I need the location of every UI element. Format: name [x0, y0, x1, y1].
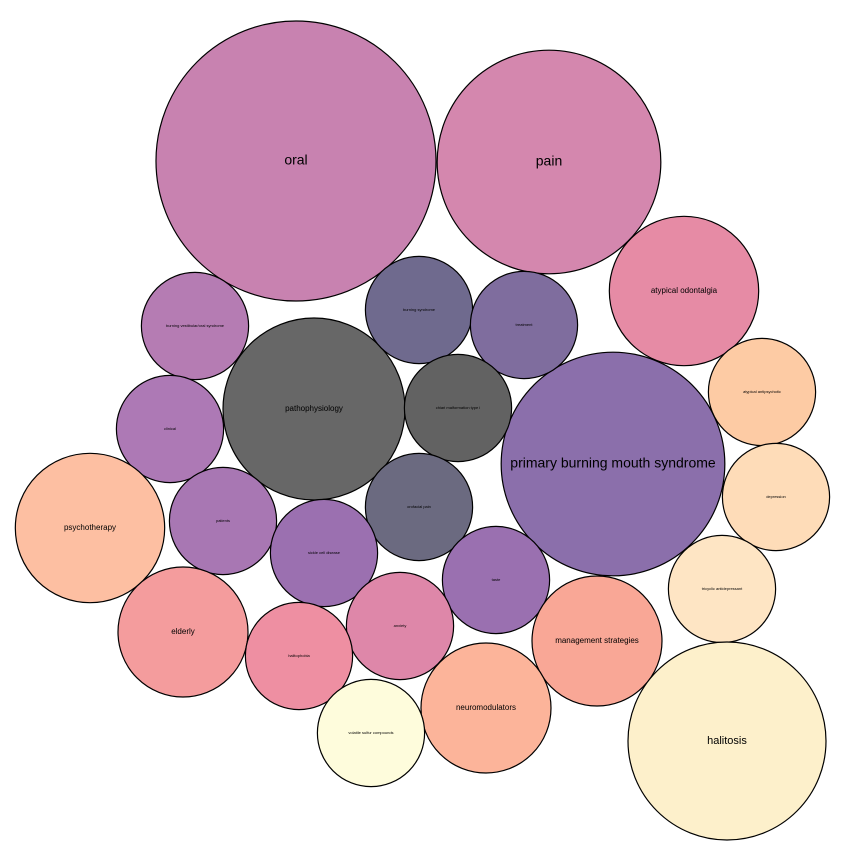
bubble-label: elderly	[171, 627, 195, 636]
bubble-label: pain	[536, 153, 562, 169]
bubble	[721, 442, 831, 552]
bubble	[316, 678, 426, 788]
bubble-label: taste	[492, 577, 501, 582]
bubble	[531, 575, 663, 707]
bubble-label: burning syndrome	[403, 307, 436, 312]
bubble-label: patients	[216, 518, 230, 523]
bubble	[403, 353, 513, 463]
bubble-label: halitophobia	[288, 653, 310, 658]
bubble	[244, 601, 354, 711]
bubble-label: atypical odontalgia	[651, 286, 718, 295]
bubble	[469, 270, 579, 380]
bubble	[436, 49, 662, 275]
bubble	[269, 498, 379, 608]
bubble-label: oral	[284, 152, 307, 168]
bubble	[155, 20, 437, 302]
bubble-label: management strategies	[555, 636, 639, 645]
bubble-label: halitosis	[707, 735, 747, 747]
bubble-label: chiari malformation type i	[436, 405, 481, 410]
bubble-label: burning vestibular/oral syndrome	[166, 323, 225, 328]
bubble-label: psychotherapy	[64, 523, 116, 532]
bubble	[140, 271, 250, 381]
bubble	[345, 571, 455, 681]
bubble-label: tricyclic antidepressant	[702, 586, 743, 591]
bubble	[117, 566, 249, 698]
bubble-label: volatile sulfur compounds	[348, 730, 393, 735]
bubble	[627, 641, 827, 841]
bubble	[608, 215, 760, 367]
bubble-label: anxiety	[394, 623, 407, 628]
bubble-label: orofacial pain	[407, 504, 431, 509]
bubble-label: atypical antipsychotic	[743, 389, 781, 394]
bubble-label: pathophysiology	[285, 404, 343, 413]
bubble-label: primary burning mouth syndrome	[510, 455, 716, 471]
bubble-label: depression	[766, 494, 786, 499]
bubble-label: neuromodulators	[456, 703, 516, 712]
bubble	[420, 642, 552, 774]
bubble	[168, 466, 278, 576]
bubble	[441, 525, 551, 635]
bubble	[364, 452, 474, 562]
bubble	[500, 351, 726, 577]
bubble	[14, 452, 166, 604]
bubble	[115, 374, 225, 484]
bubble-label: sickle cell disease	[308, 550, 341, 555]
bubble-label: treatment	[516, 322, 534, 327]
bubble-label: clinical	[164, 426, 176, 431]
